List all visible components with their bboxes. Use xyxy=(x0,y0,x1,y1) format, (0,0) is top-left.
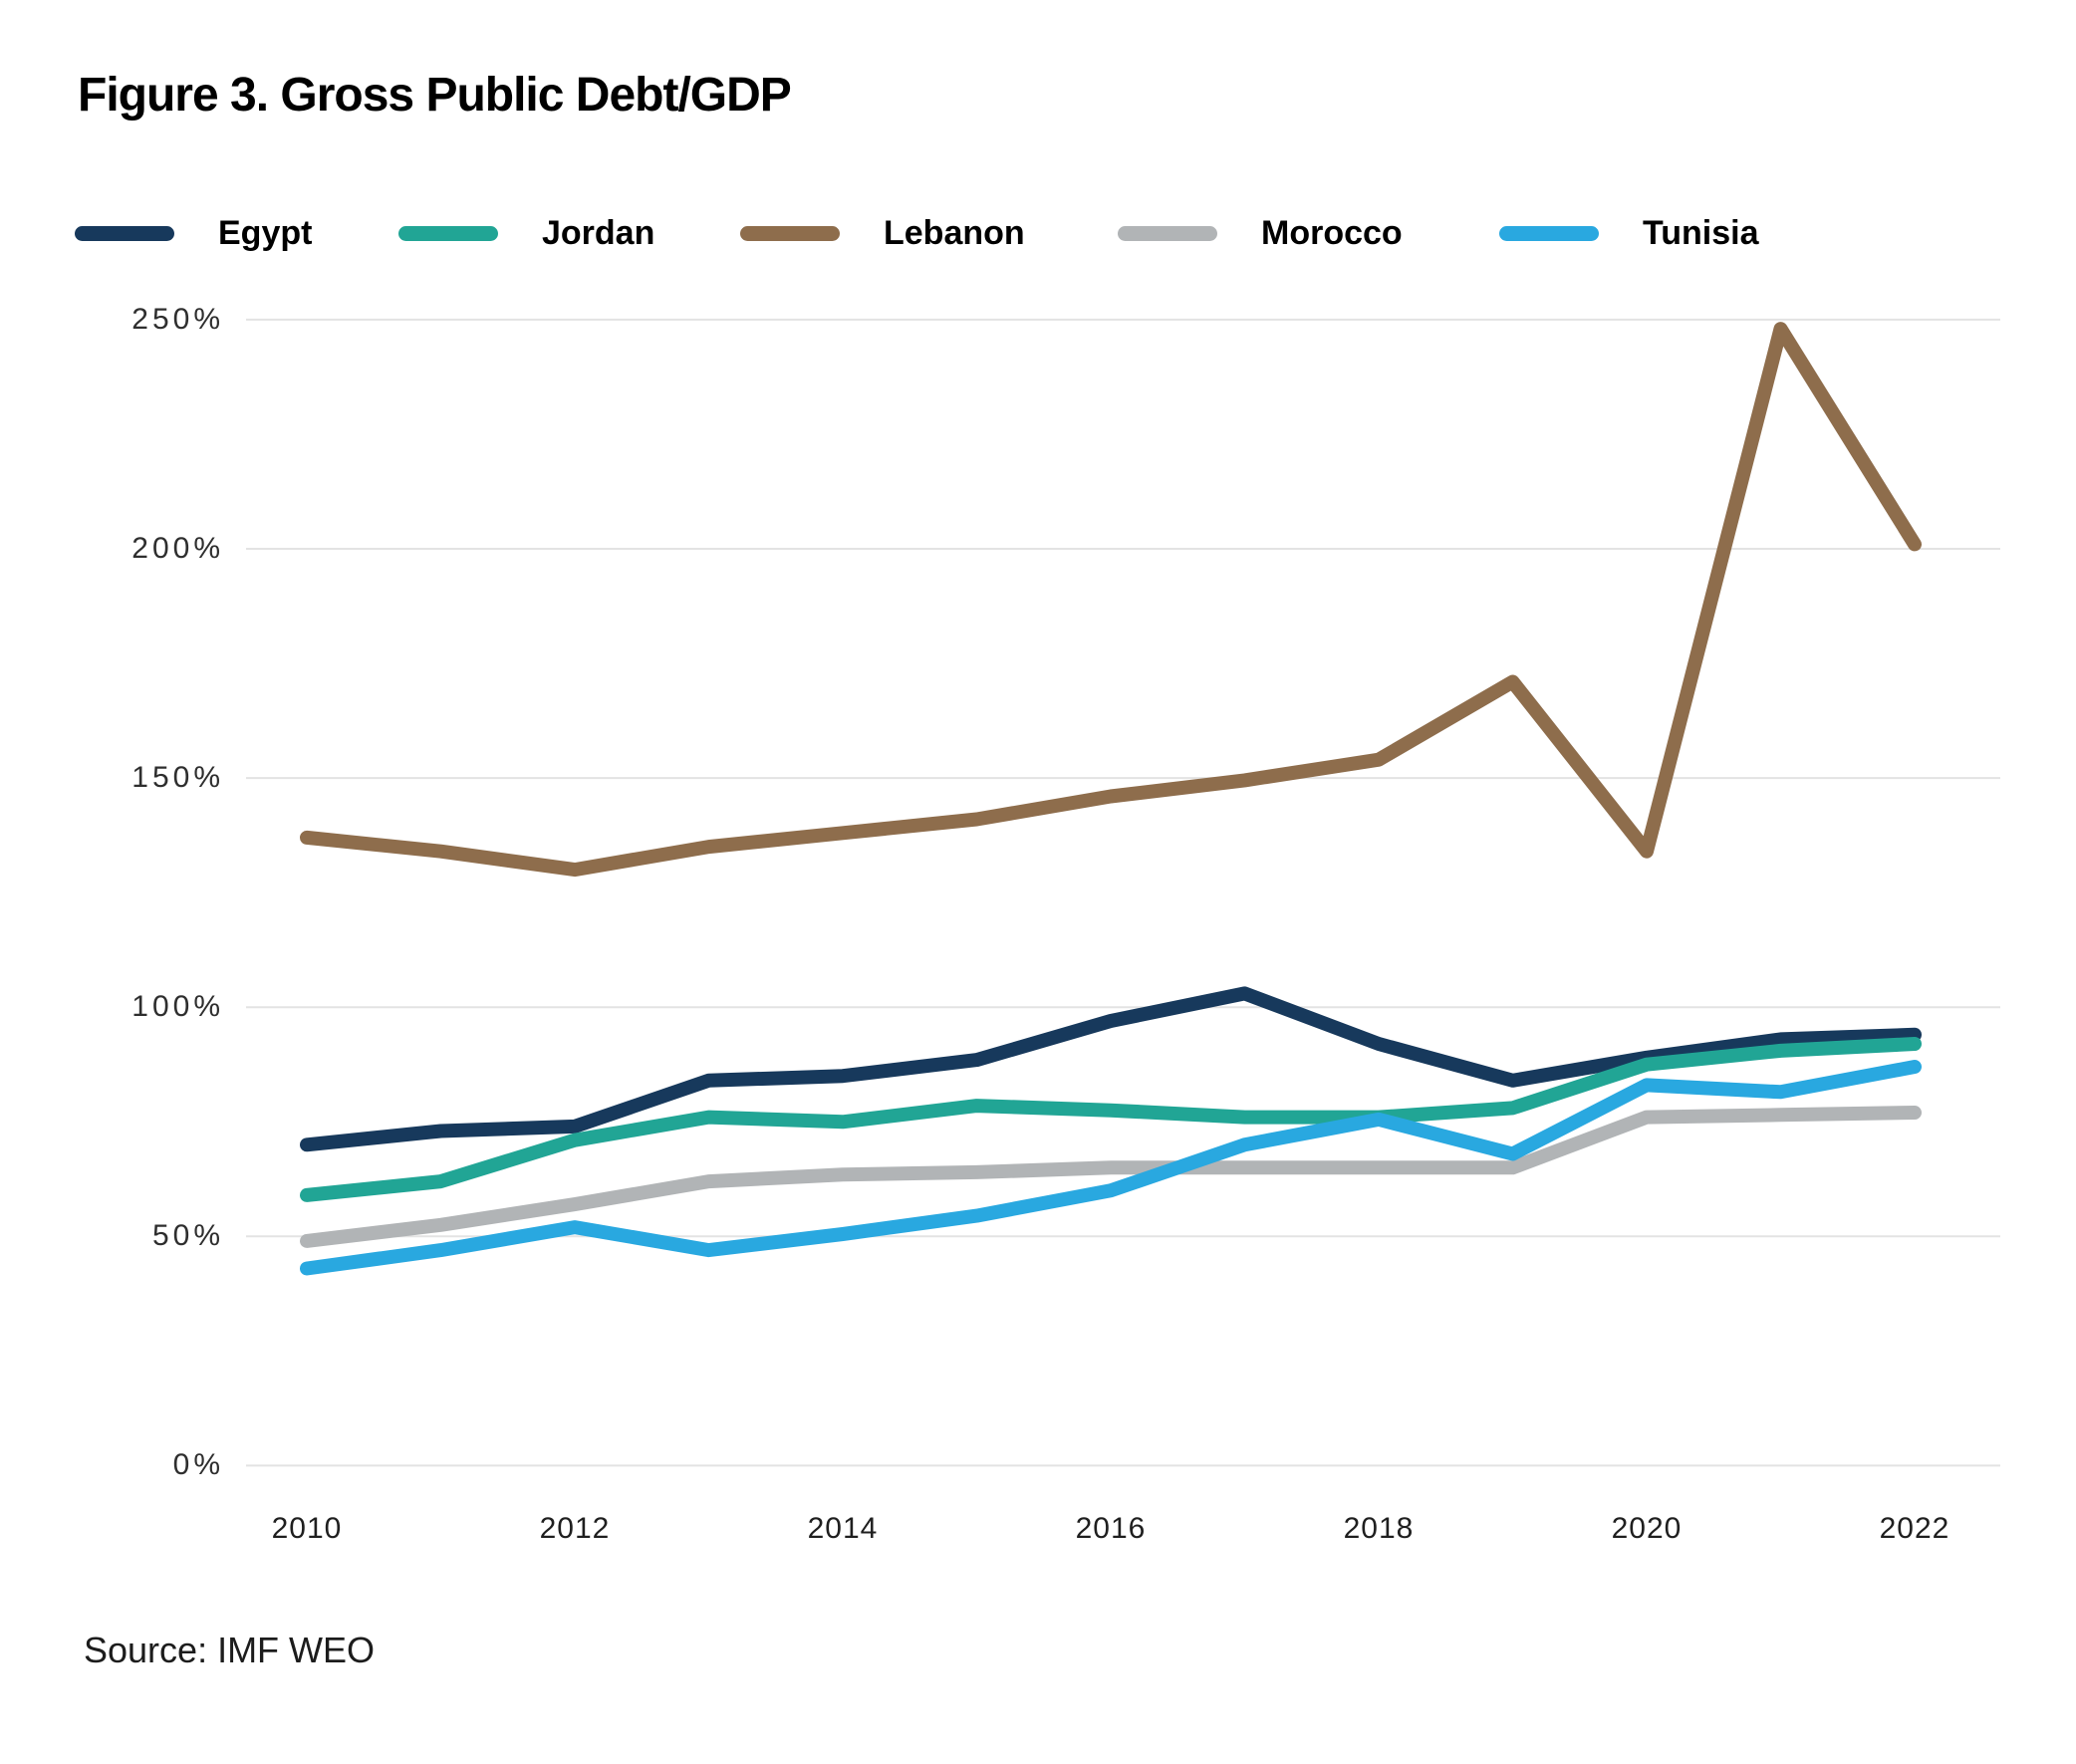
legend-item-tunisia: Tunisia xyxy=(1499,211,1759,255)
y-tick-label-0: 0% xyxy=(172,1448,224,1481)
legend-label-tunisia: Tunisia xyxy=(1643,213,1759,252)
legend-label-lebanon: Lebanon xyxy=(884,213,1025,252)
x-tick-label-2020: 2020 xyxy=(1611,1512,1683,1545)
legend-swatch-lebanon xyxy=(740,225,840,241)
y-tick-label-50: 50% xyxy=(151,1219,224,1252)
y-tick-label-150: 150% xyxy=(131,761,224,794)
x-tick-label-2022: 2022 xyxy=(1879,1512,1950,1545)
source-note: Source: IMF WEO xyxy=(84,1630,376,1670)
series-line-tunisia xyxy=(300,1060,1922,1276)
y-tick-label-250: 250% xyxy=(131,303,224,336)
legend-item-morocco: Morocco xyxy=(1118,211,1403,255)
chart-title: Figure 3. Gross Public Debt/GDP xyxy=(78,69,792,122)
legend-item-lebanon: Lebanon xyxy=(740,211,1025,255)
legend-label-morocco: Morocco xyxy=(1261,213,1403,252)
legend-swatch-jordan xyxy=(398,225,498,241)
y-tick-label-200: 200% xyxy=(131,532,224,565)
legend-swatch-egypt xyxy=(75,225,174,241)
y-tick-label-100: 100% xyxy=(131,990,224,1023)
legend-swatch-morocco xyxy=(1118,225,1217,241)
legend-swatch-tunisia xyxy=(1499,225,1599,241)
legend-label-jordan: Jordan xyxy=(542,213,655,252)
x-tick-label-2014: 2014 xyxy=(807,1512,879,1545)
series-line-jordan xyxy=(300,1037,1922,1202)
series-line-morocco xyxy=(300,1106,1922,1248)
legend: Egypt Jordan Lebanon Morocco Tunisia xyxy=(0,211,2076,255)
legend-item-jordan: Jordan xyxy=(398,211,654,255)
x-tick-label-2010: 2010 xyxy=(271,1512,343,1545)
x-tick-label-2018: 2018 xyxy=(1343,1512,1415,1545)
x-tick-label-2012: 2012 xyxy=(539,1512,611,1545)
x-tick-label-2016: 2016 xyxy=(1075,1512,1147,1545)
legend-label-egypt: Egypt xyxy=(218,213,313,252)
legend-item-egypt: Egypt xyxy=(75,211,312,255)
series-line-lebanon xyxy=(300,322,1922,878)
